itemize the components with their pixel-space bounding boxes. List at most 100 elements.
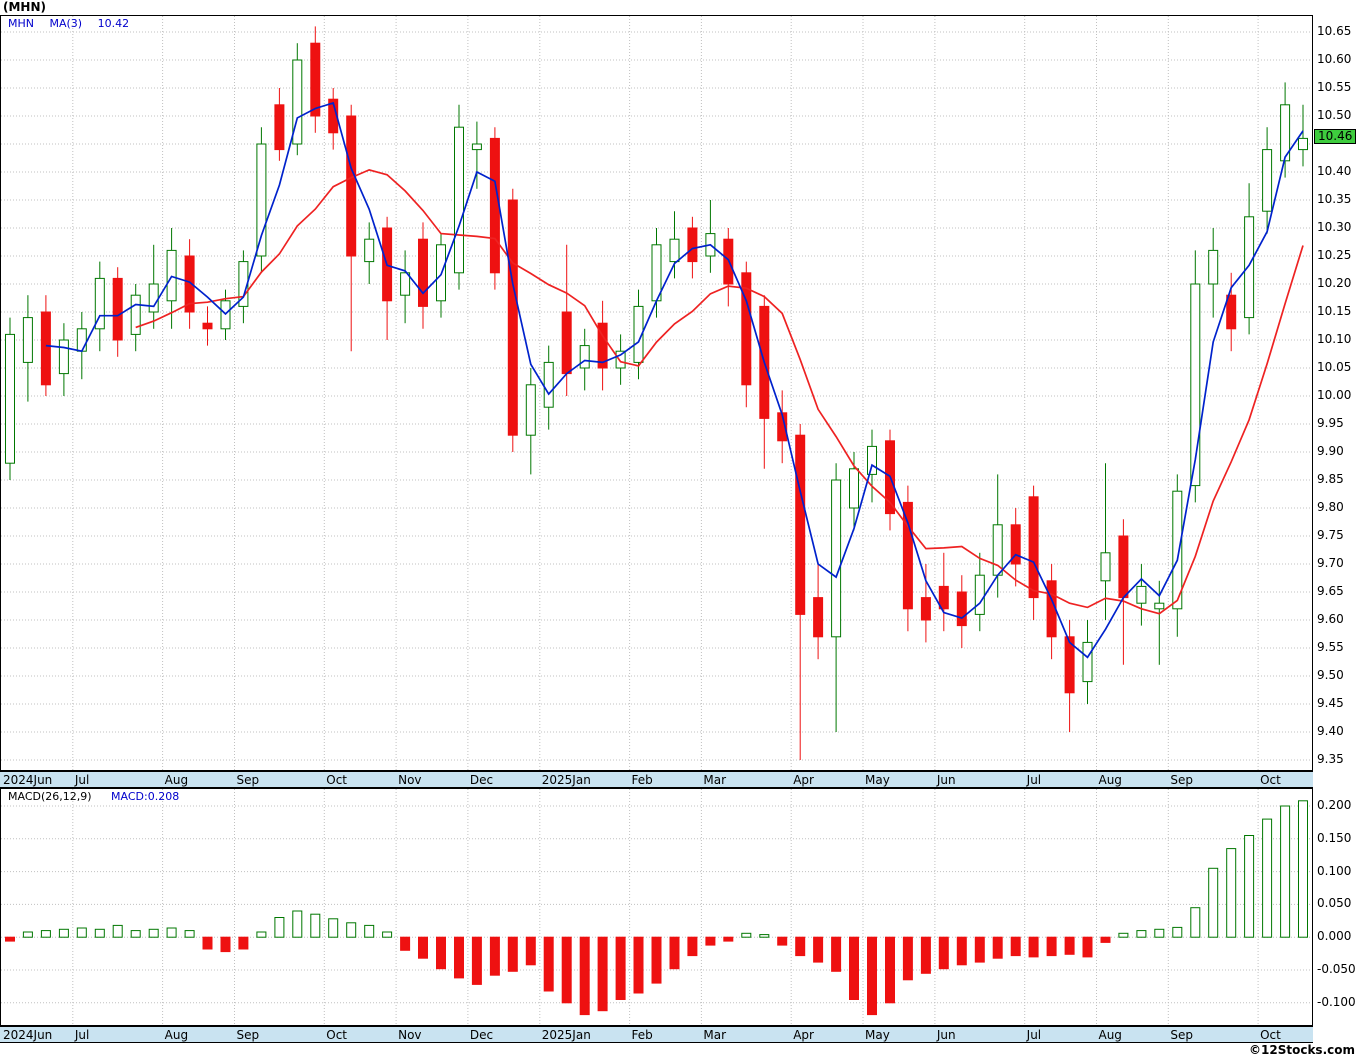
month-label: 2024Jun <box>3 1028 53 1042</box>
macd-bar <box>1298 800 1308 938</box>
macd-bar <box>1226 848 1237 938</box>
ma-slow-line <box>135 169 1304 615</box>
macd-bar <box>525 936 536 966</box>
price-panel <box>0 15 1313 771</box>
macd-bar <box>777 936 788 946</box>
macd-bar <box>1262 818 1273 938</box>
candle <box>902 485 913 632</box>
month-label: Nov <box>398 773 422 787</box>
macd-bar <box>94 928 105 938</box>
month-label: Oct <box>1260 773 1281 787</box>
month-label: Jul <box>1026 1028 1042 1042</box>
price-tick-label: 10.65 <box>1317 24 1352 38</box>
macd-bar <box>759 934 770 938</box>
macd-bar <box>741 932 752 938</box>
month-label: Apr <box>793 773 814 787</box>
month-label: Sep <box>236 773 260 787</box>
macd-value-label: MACD:0.208 <box>111 790 180 803</box>
candle <box>1010 508 1021 587</box>
macd-bar <box>346 922 357 938</box>
macd-tick-label: 0.100 <box>1317 863 1352 878</box>
month-label: May <box>865 773 890 787</box>
price-tick-label: 9.90 <box>1317 444 1344 458</box>
macd-bar <box>364 924 375 938</box>
price-tick-label: 9.75 <box>1317 528 1344 542</box>
macd-tick-label: 0.200 <box>1317 798 1352 812</box>
month-label: Aug <box>1098 1028 1122 1042</box>
candle <box>346 104 357 352</box>
macd-bar <box>633 936 644 994</box>
macd-tick-label: 0.050 <box>1317 896 1352 911</box>
macd-tick-label: -0.050 <box>1317 962 1356 976</box>
macd-bar <box>184 930 195 938</box>
price-tick-label: 10.05 <box>1317 360 1352 374</box>
macd-bar <box>274 917 285 938</box>
x-axis-strip-bottom: 2024Jun Jul Aug Sep Oct Nov Dec 2025Jan Feb Mar Ap… <box>0 1026 1313 1043</box>
month-label: Jun <box>936 773 956 787</box>
month-label: Mar <box>703 1028 727 1042</box>
candle <box>418 222 428 329</box>
macd-bar <box>813 936 824 963</box>
macd-bar <box>561 936 572 1004</box>
candle <box>974 552 985 632</box>
x-axis-strip-top: 2024Jun Jul Aug Sep Oct Nov Dec 2025Jan Feb Mar Ap… <box>0 771 1313 788</box>
month-label: Mar <box>703 773 727 787</box>
price-tick-label: 9.85 <box>1317 472 1344 486</box>
price-tick-label: 10.55 <box>1317 80 1352 94</box>
candle <box>1082 620 1093 704</box>
candle <box>669 211 680 279</box>
candle <box>94 261 105 352</box>
legend-ma-value: 10.42 <box>97 17 130 30</box>
month-label: Nov <box>398 1028 422 1042</box>
macd-bar <box>543 936 554 992</box>
candle <box>130 284 141 352</box>
macd-bar <box>238 936 249 950</box>
candle <box>1208 228 1219 318</box>
candle <box>1118 519 1129 665</box>
macd-bar <box>651 936 662 984</box>
month-label: Aug <box>164 1028 189 1042</box>
macd-bar <box>1190 907 1201 938</box>
price-tick-label: 10.25 <box>1317 248 1352 262</box>
candle <box>795 424 806 760</box>
macd-bar <box>849 936 859 1000</box>
price-tick-label: 10.60 <box>1317 52 1352 66</box>
candle <box>1244 183 1255 335</box>
month-label: Jul <box>74 773 90 787</box>
month-label: Jul <box>1026 773 1042 787</box>
macd-bar <box>615 936 626 1000</box>
candle <box>1028 485 1039 620</box>
candle <box>489 127 500 290</box>
macd-bar <box>489 936 500 976</box>
candle <box>615 334 626 385</box>
candle <box>471 121 482 189</box>
macd-bar <box>687 936 698 957</box>
month-label: Aug <box>1098 773 1122 787</box>
month-label: Sep <box>1170 1028 1193 1042</box>
macd-bar <box>76 927 87 938</box>
macd-bar <box>1100 936 1111 943</box>
candle <box>202 306 213 346</box>
price-tick-label: 9.55 <box>1317 640 1344 654</box>
candle <box>831 463 842 732</box>
macd-legend: MACD(26,12,9) MACD:0.208 <box>8 790 179 803</box>
price-tick-label: 9.95 <box>1317 416 1344 430</box>
candle <box>1226 272 1237 352</box>
candle <box>1046 564 1057 660</box>
price-tick-label: 9.45 <box>1317 696 1344 710</box>
month-label: Jun <box>936 1028 956 1042</box>
month-label: Oct <box>1260 1028 1281 1042</box>
month-label: Dec <box>469 1028 494 1042</box>
price-tick-label: 10.15 <box>1317 304 1352 318</box>
macd-bar <box>920 936 931 974</box>
macd-bar <box>148 928 159 938</box>
price-tick-label: 10.40 <box>1317 164 1352 178</box>
macd-bar <box>436 936 446 970</box>
macd-bar <box>705 936 716 946</box>
month-label: Oct <box>326 1028 347 1042</box>
candle <box>1262 127 1273 234</box>
candle <box>705 200 716 273</box>
candle <box>1190 250 1201 503</box>
macd-bar <box>867 936 877 1016</box>
macd-tick-label: 0.000 <box>1317 929 1352 944</box>
